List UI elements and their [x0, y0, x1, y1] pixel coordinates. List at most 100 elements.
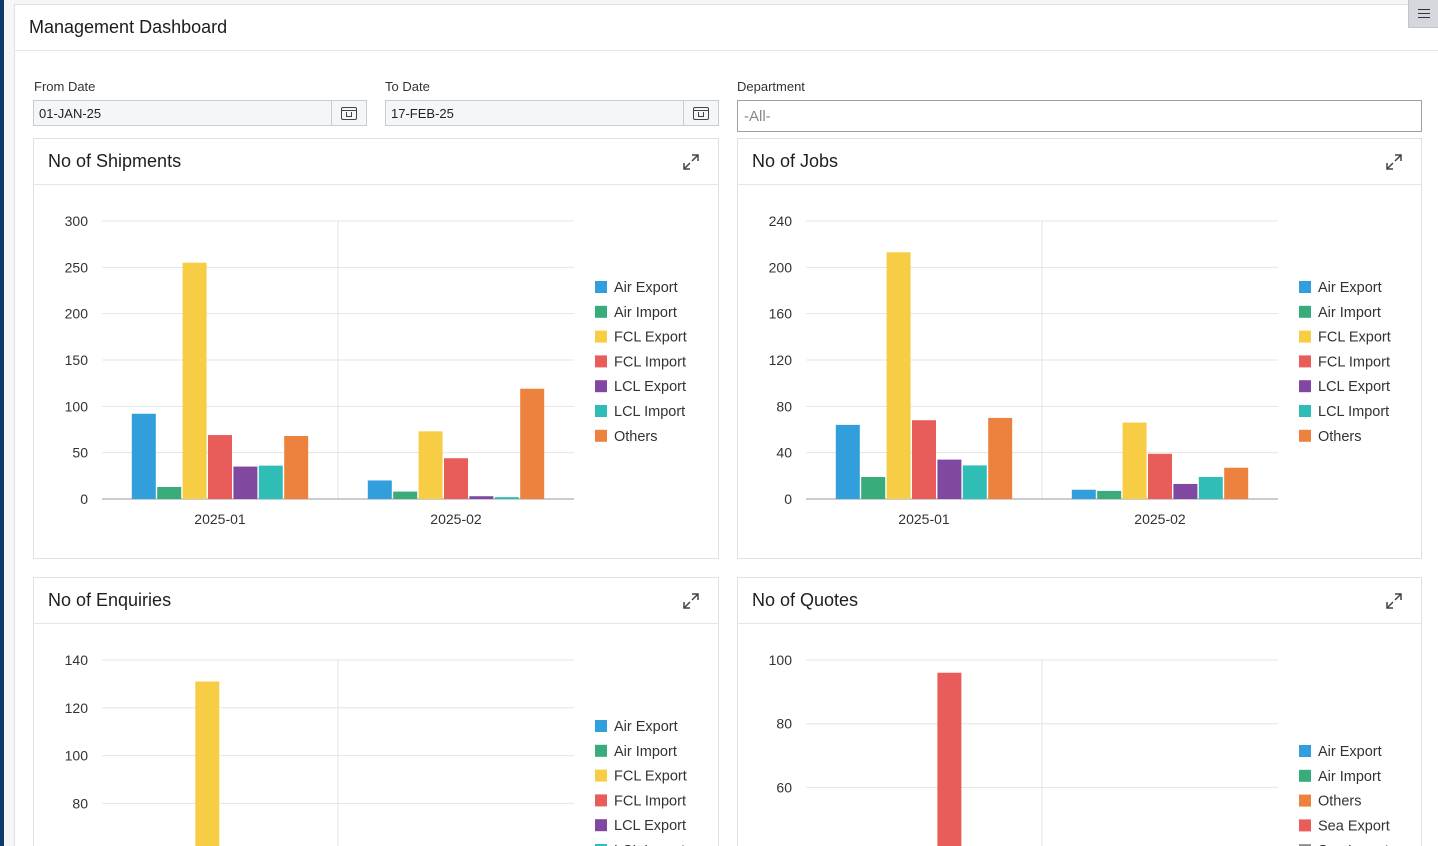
left-accent-bar: [0, 0, 4, 846]
x-tick-label: 2025-02: [1134, 511, 1186, 527]
bar-fcl-import-2025-02: [1148, 453, 1172, 499]
bar-air-export-2025-02: [367, 480, 392, 499]
legend-swatch: [595, 305, 607, 318]
y-tick-label: 60: [72, 843, 88, 846]
jobs-panel-header: No of Jobs: [738, 139, 1421, 185]
bar-fcl-export-2025-01: [195, 681, 220, 846]
legend-swatch: [595, 281, 607, 293]
enquiries-panel: No of Enquiries 60 80 100 120 140 Air Export A…: [33, 577, 719, 846]
legend-item: LCL Export: [614, 818, 686, 834]
bar-others-2025-02: [520, 388, 545, 499]
legend-item: LCL Import: [614, 843, 685, 846]
bar-fcl-import-2025-01: [208, 435, 232, 499]
legend-swatch: [1299, 355, 1311, 368]
legend-item: Air Import: [614, 305, 677, 321]
y-tick-label: 80: [776, 398, 792, 414]
y-tick-label: 200: [769, 259, 793, 275]
legend-item: Air Import: [1318, 769, 1381, 785]
bar-fcl-export-2025-01: [182, 262, 207, 499]
legend-swatch: [1299, 380, 1311, 393]
calendar-icon: [341, 106, 357, 120]
to-date-input[interactable]: 17-FEB-25: [391, 105, 454, 121]
shipments-panel-title: No of Shipments: [48, 151, 182, 171]
bar-fcl-import-2025-01: [912, 420, 936, 499]
legend-swatch: [595, 720, 607, 732]
bar-lcl-export-2025-02: [1173, 483, 1198, 499]
legend-item: Air Import: [1318, 305, 1381, 321]
y-tick-label: 120: [65, 700, 89, 716]
from-date-label: From Date: [34, 79, 96, 94]
legend-swatch: [1299, 305, 1311, 318]
bar-lcl-import-2025-02: [494, 497, 519, 499]
legend-swatch: [595, 330, 607, 343]
legend-swatch: [595, 429, 607, 442]
menu-button[interactable]: [1408, 0, 1438, 28]
legend-item: Others: [1318, 794, 1362, 810]
bar-fcl-export-2025-02: [1122, 422, 1147, 499]
hamburger-menu-icon: [1417, 9, 1430, 18]
expand-icon[interactable]: [682, 153, 700, 171]
legend-item: Others: [1318, 429, 1362, 445]
y-tick-label: 40: [776, 445, 792, 461]
bar-air-export-2025-01: [131, 413, 156, 499]
legend-swatch: [595, 405, 607, 417]
bar-others-2025-01: [988, 417, 1013, 499]
bar-lcl-export-2025-01: [937, 459, 962, 499]
legend-swatch: [595, 744, 607, 757]
enquiries-panel-title: No of Enquiries: [48, 590, 172, 610]
y-tick-label: 250: [65, 259, 89, 275]
bar-air-import-2025-01: [157, 486, 182, 499]
x-tick-label: 2025-01: [194, 511, 246, 527]
legend-swatch: [1299, 745, 1311, 757]
y-tick-label: 40: [776, 843, 792, 846]
department-select[interactable]: -All-: [737, 100, 1422, 132]
legend-swatch: [1299, 844, 1311, 846]
quotes-panel-header: No of Quotes: [738, 578, 1421, 624]
shipments-panel-header: No of Shipments: [34, 139, 718, 185]
from-date-field[interactable]: 01-JAN-25: [33, 100, 367, 126]
legend-item: Sea Export: [1318, 818, 1390, 834]
expand-icon[interactable]: [1385, 592, 1403, 610]
y-tick-label: 0: [80, 491, 88, 507]
bar-air-import-2025-01: [861, 476, 886, 499]
to-date-picker-button[interactable]: [683, 101, 718, 125]
y-tick-label: 0: [784, 491, 792, 507]
legend-swatch: [1299, 429, 1311, 442]
legend-item: FCL Export: [614, 330, 687, 346]
legend-swatch: [1299, 330, 1311, 343]
legend-item: FCL Import: [1318, 354, 1390, 370]
x-tick-label: 2025-01: [898, 511, 950, 527]
to-date-label: To Date: [385, 79, 430, 94]
y-tick-label: 200: [65, 306, 89, 322]
quotes-chart: 40 60 80 100 Air Export Air Import Others Sea E…: [769, 652, 1390, 846]
legend-item: FCL Import: [614, 354, 686, 370]
legend-item: FCL Export: [614, 769, 687, 785]
department-label: Department: [737, 79, 805, 94]
y-tick-label: 240: [769, 213, 793, 229]
bar-air-import-2025-02: [1097, 490, 1122, 499]
bar-air-export-2025-02: [1071, 489, 1096, 499]
bar-air-import-2025-02: [393, 491, 418, 499]
expand-icon[interactable]: [1385, 153, 1403, 171]
to-date-field[interactable]: 17-FEB-25: [385, 100, 719, 126]
bar-lcl-import-2025-01: [962, 465, 987, 499]
legend-item: Air Export: [614, 280, 678, 296]
legend-swatch: [595, 355, 607, 368]
x-tick-label: 2025-02: [430, 511, 482, 527]
y-tick-label: 100: [769, 652, 793, 668]
from-date-picker-button[interactable]: [331, 101, 366, 125]
legend-swatch: [1299, 819, 1311, 832]
page-header: Management Dashboard: [15, 5, 1438, 51]
legend-item: Sea Import: [1318, 843, 1389, 846]
y-tick-label: 300: [65, 213, 89, 229]
from-date-input[interactable]: 01-JAN-25: [39, 105, 102, 121]
bar-lcl-export-2025-02: [469, 496, 494, 499]
legend-swatch: [595, 769, 607, 782]
y-tick-label: 160: [769, 306, 793, 322]
y-tick-label: 100: [65, 748, 89, 764]
y-tick-label: 60: [776, 779, 792, 795]
y-tick-label: 80: [72, 795, 88, 811]
legend-item: LCL Import: [614, 404, 685, 420]
expand-icon[interactable]: [682, 592, 700, 610]
bar-others-2025-01: [284, 435, 309, 499]
